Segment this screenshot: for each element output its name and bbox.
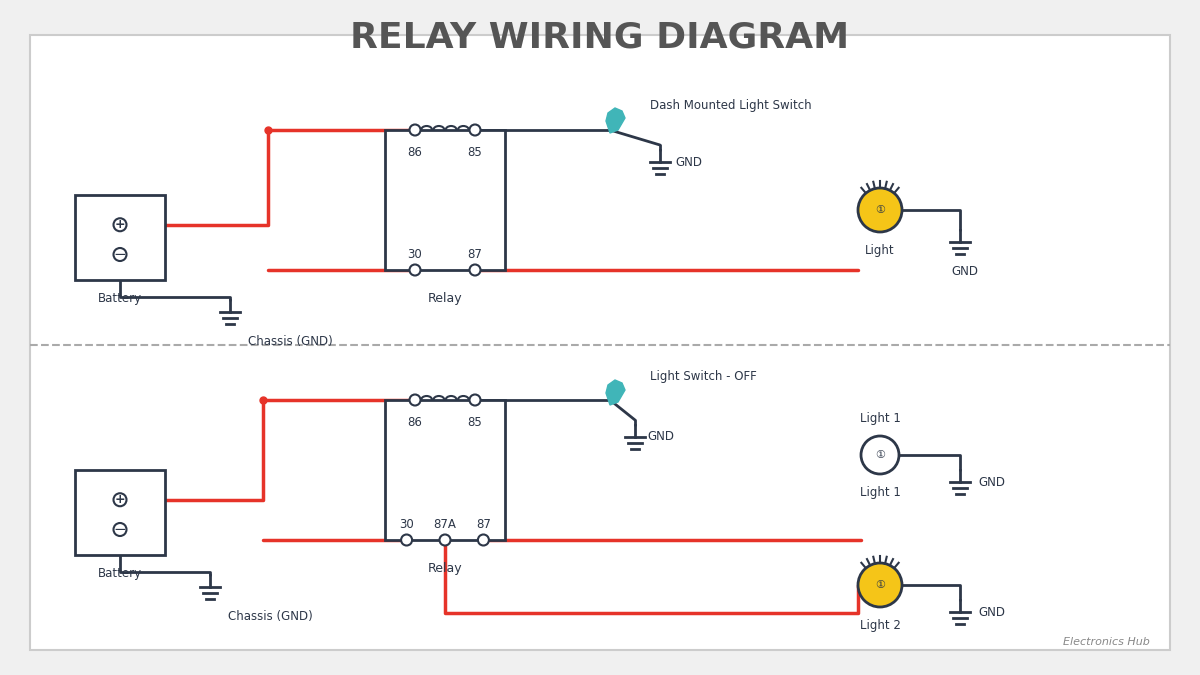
Text: −: − (114, 522, 126, 537)
Text: Light: Light (865, 244, 895, 257)
Text: Light 1: Light 1 (859, 486, 900, 499)
Text: Light Switch - OFF: Light Switch - OFF (650, 371, 757, 383)
Text: Battery: Battery (98, 292, 142, 305)
Text: Light 1: Light 1 (859, 412, 900, 425)
Text: Chassis (GND): Chassis (GND) (228, 610, 313, 623)
Text: 85: 85 (468, 146, 482, 159)
Text: +: + (115, 218, 125, 232)
Circle shape (439, 535, 450, 545)
Text: 30: 30 (400, 518, 414, 531)
Circle shape (409, 394, 420, 406)
Circle shape (469, 124, 480, 136)
Text: GND: GND (647, 431, 674, 443)
Text: Battery: Battery (98, 567, 142, 580)
Circle shape (862, 436, 899, 474)
Text: Relay: Relay (427, 562, 462, 575)
Text: ①: ① (875, 580, 886, 590)
Text: Electronics Hub: Electronics Hub (1063, 637, 1150, 647)
Polygon shape (606, 108, 625, 133)
Circle shape (478, 535, 488, 545)
Bar (74, 470, 166, 555)
Circle shape (469, 394, 480, 406)
Text: GND: GND (674, 155, 702, 169)
Text: Light 2: Light 2 (859, 619, 900, 632)
Text: ①: ① (875, 205, 886, 215)
Circle shape (858, 563, 902, 607)
Text: Relay: Relay (427, 292, 462, 305)
Circle shape (858, 188, 902, 232)
Text: ①: ① (875, 450, 886, 460)
Circle shape (409, 265, 420, 275)
Circle shape (469, 265, 480, 275)
Text: 30: 30 (408, 248, 422, 261)
Text: 87: 87 (476, 518, 491, 531)
Polygon shape (606, 380, 625, 405)
Text: GND: GND (978, 605, 1004, 618)
Bar (385, 400, 505, 540)
Bar (74, 195, 166, 280)
Text: 86: 86 (408, 416, 422, 429)
Text: GND: GND (978, 475, 1004, 489)
Text: 86: 86 (408, 146, 422, 159)
Text: 87A: 87A (433, 518, 456, 531)
Text: GND: GND (952, 265, 978, 278)
Circle shape (409, 124, 420, 136)
Text: +: + (115, 493, 125, 506)
Text: 85: 85 (468, 416, 482, 429)
Bar (385, 130, 505, 270)
Circle shape (401, 535, 412, 545)
Text: Chassis (GND): Chassis (GND) (248, 335, 332, 348)
Text: −: − (114, 247, 126, 262)
Text: Dash Mounted Light Switch: Dash Mounted Light Switch (650, 99, 811, 111)
Text: 87: 87 (468, 248, 482, 261)
Text: RELAY WIRING DIAGRAM: RELAY WIRING DIAGRAM (350, 20, 850, 54)
